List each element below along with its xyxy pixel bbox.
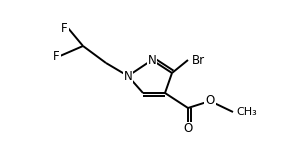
Text: CH₃: CH₃	[236, 107, 257, 117]
Text: O: O	[205, 95, 215, 107]
Text: Br: Br	[192, 54, 205, 66]
Text: N: N	[124, 70, 132, 83]
Text: F: F	[61, 22, 68, 34]
Text: F: F	[53, 49, 60, 63]
Text: N: N	[147, 54, 157, 66]
Text: O: O	[183, 122, 193, 136]
